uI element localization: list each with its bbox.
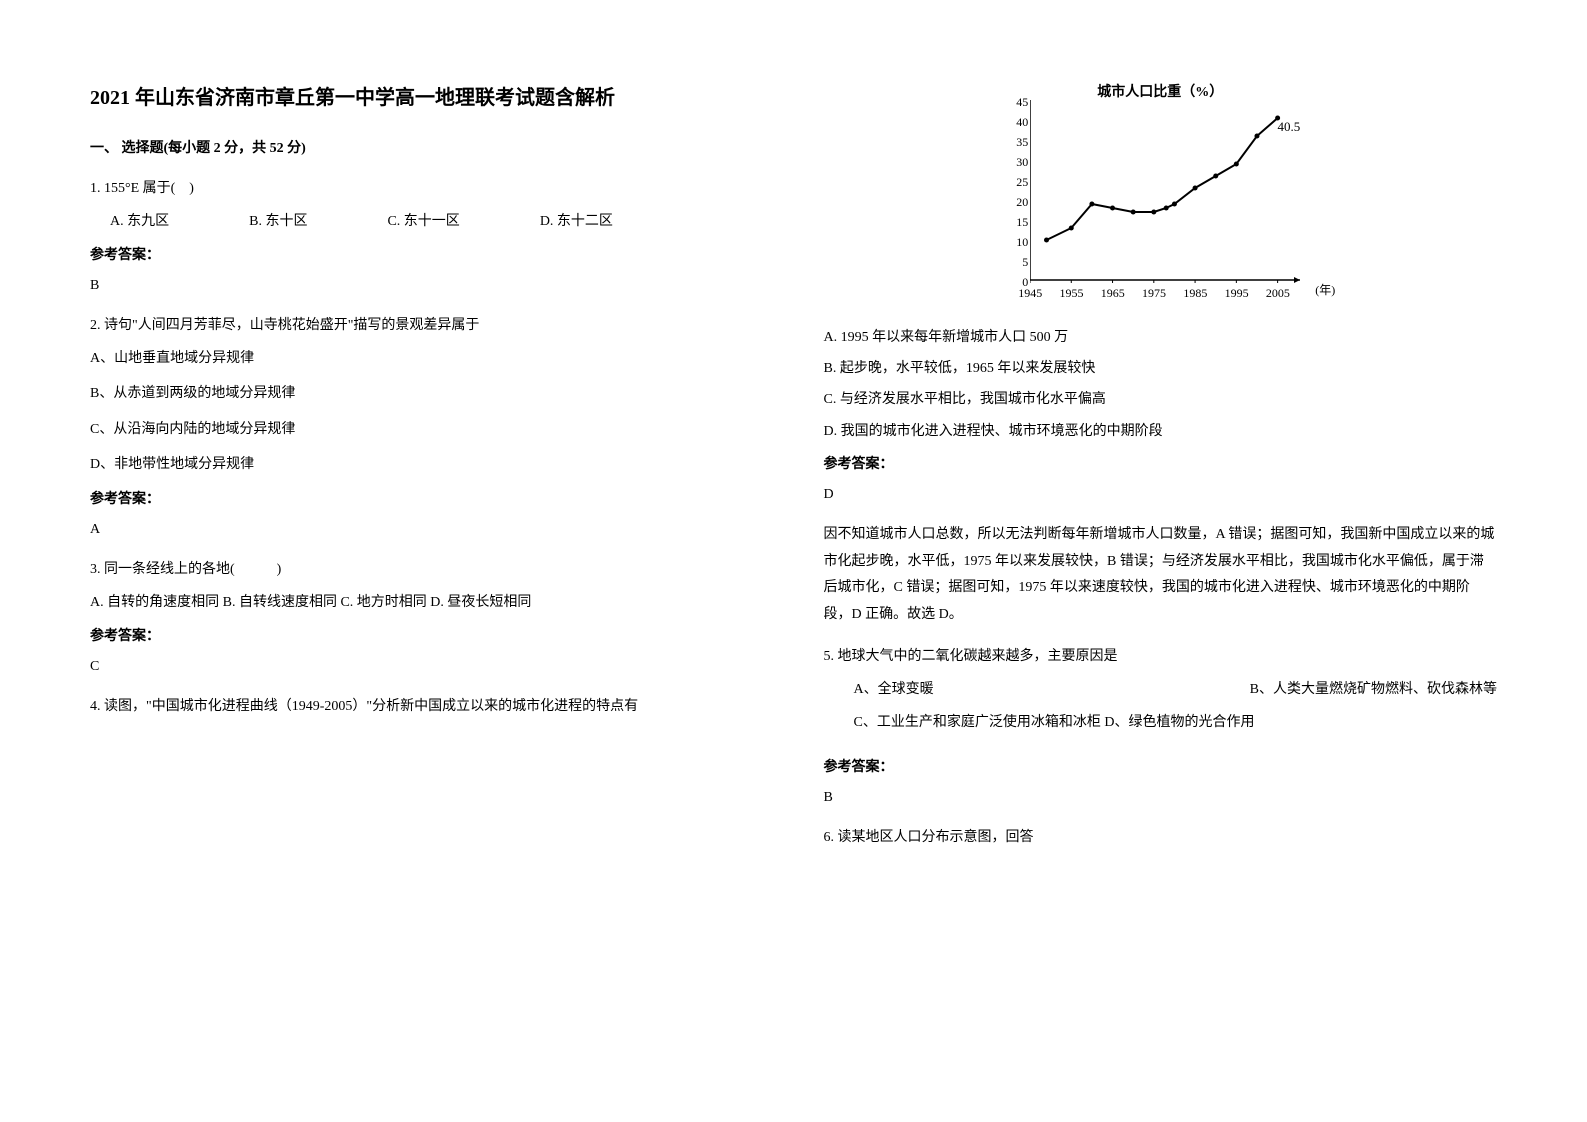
q5-options-row1: A、全球变暖 B、人类大量燃烧矿物燃料、砍伐森林等: [824, 677, 1498, 702]
q1-opt-a: A. 东九区: [110, 209, 169, 234]
answer-label: 参考答案：: [90, 243, 764, 268]
chart-svg: [1030, 100, 1310, 295]
chart-x-tick: 1965: [1101, 283, 1125, 305]
answer-label: 参考答案：: [824, 755, 1498, 780]
urbanization-chart: 城市人口比重（%） 40.5 (年) 051015202530354045194…: [1000, 80, 1320, 310]
q2-opt-a: A、山地垂直地域分异规律: [90, 346, 764, 371]
chart-x-tick: 1985: [1183, 283, 1207, 305]
q2-text: 2. 诗句"人间四月芳菲尽，山寺桃花始盛开"描写的景观差异属于: [90, 313, 764, 338]
chart-x-tick: 1955: [1060, 283, 1084, 305]
q1-answer: B: [90, 273, 764, 298]
q2-opt-b: B、从赤道到两级的地域分异规律: [90, 381, 764, 406]
q1-text: 1. 155°E 属于( ): [90, 176, 764, 201]
chart-y-tick: 45: [1010, 92, 1028, 114]
q5-opt-b: B、人类大量燃烧矿物燃料、砍伐森林等: [1250, 677, 1497, 702]
q5-opt-cd: C、工业生产和家庭广泛使用冰箱和冰柜 D、绿色植物的光合作用: [824, 710, 1498, 735]
q3-answer: C: [90, 654, 764, 679]
q1-opt-c: C. 东十一区: [387, 209, 459, 234]
question-1: 1. 155°E 属于( ) A. 东九区 B. 东十区 C. 东十一区 D. …: [90, 176, 764, 298]
chart-y-tick: 35: [1010, 132, 1028, 154]
q4-text: 4. 读图，"中国城市化进程曲线（1949-2005）"分析新中国成立以来的城市…: [90, 694, 764, 719]
q5-text: 5. 地球大气中的二氧化碳越来越多，主要原因是: [824, 644, 1498, 669]
answer-label: 参考答案：: [824, 452, 1498, 477]
chart-x-axis-label: (年): [1315, 280, 1335, 302]
left-column: 2021 年山东省济南市章丘第一中学高一地理联考试题含解析 一、 选择题(每小题…: [90, 80, 764, 1042]
q5-answer: B: [824, 785, 1498, 810]
q1-opt-d: D. 东十二区: [540, 209, 613, 234]
page-title: 2021 年山东省济南市章丘第一中学高一地理联考试题含解析: [90, 80, 764, 116]
chart-y-tick: 20: [1010, 192, 1028, 214]
chart-y-tick: 30: [1010, 152, 1028, 174]
question-4: 4. 读图，"中国城市化进程曲线（1949-2005）"分析新中国成立以来的城市…: [90, 694, 764, 719]
q1-opt-b: B. 东十区: [249, 209, 307, 234]
chart-y-tick: 25: [1010, 172, 1028, 194]
chart-x-tick: 1975: [1142, 283, 1166, 305]
q4-answer: D: [824, 482, 1498, 507]
q4-explanation: 因不知道城市人口总数，所以无法判断每年新增城市人口数量，A 错误；据图可知，我国…: [824, 522, 1498, 628]
q2-opt-d: D、非地带性地域分异规律: [90, 452, 764, 477]
q4-opt-c: C. 与经济发展水平相比，我国城市化水平偏高: [824, 387, 1498, 412]
q6-text: 6. 读某地区人口分布示意图，回答: [824, 825, 1498, 850]
chart-y-tick: 10: [1010, 232, 1028, 254]
answer-label: 参考答案：: [90, 624, 764, 649]
q4-opt-d: D. 我国的城市化进入进程快、城市环境恶化的中期阶段: [824, 419, 1498, 444]
q5-opt-a: A、全球变暖: [854, 677, 934, 702]
chart-y-tick: 5: [1010, 252, 1028, 274]
chart-y-tick: 15: [1010, 212, 1028, 234]
chart-y-tick: 40: [1010, 112, 1028, 134]
chart-x-tick: 1995: [1225, 283, 1249, 305]
q1-options: A. 东九区 B. 东十区 C. 东十一区 D. 东十二区: [90, 209, 764, 234]
chart-x-tick: 1945: [1018, 283, 1042, 305]
section-header: 一、 选择题(每小题 2 分，共 52 分): [90, 136, 764, 161]
q4-opt-a: A. 1995 年以来每年新增城市人口 500 万: [824, 325, 1498, 350]
answer-label: 参考答案：: [90, 487, 764, 512]
chart-x-tick: 2005: [1266, 283, 1290, 305]
q3-opts: A. 自转的角速度相同 B. 自转线速度相同 C. 地方时相同 D. 昼夜长短相…: [90, 590, 764, 615]
right-column: 城市人口比重（%） 40.5 (年) 051015202530354045194…: [824, 80, 1498, 1042]
q3-text: 3. 同一条经线上的各地( ): [90, 557, 764, 582]
question-3: 3. 同一条经线上的各地( ) A. 自转的角速度相同 B. 自转线速度相同 C…: [90, 557, 764, 679]
q4-opt-b: B. 起步晚，水平较低，1965 年以来发展较快: [824, 356, 1498, 381]
question-2: 2. 诗句"人间四月芳菲尽，山寺桃花始盛开"描写的景观差异属于 A、山地垂直地域…: [90, 313, 764, 542]
q2-answer: A: [90, 517, 764, 542]
q2-opt-c: C、从沿海向内陆的地域分异规律: [90, 417, 764, 442]
